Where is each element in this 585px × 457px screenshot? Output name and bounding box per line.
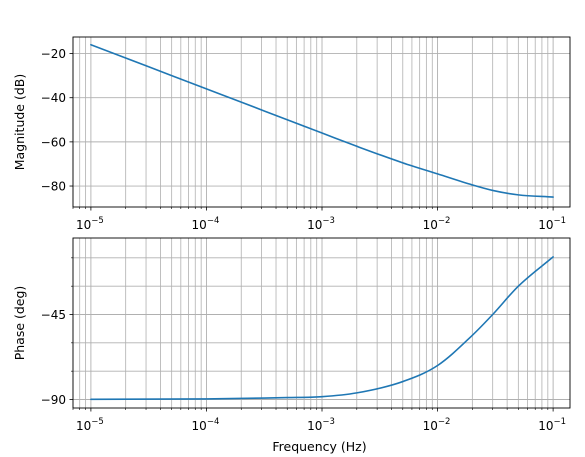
x-tick-label: 10−1 [538,417,566,433]
x-axis-label: Frequency (Hz) [272,439,366,454]
x-tick-exponent: −5 [91,417,104,427]
x-tick-base: 10 [307,218,322,232]
x-tick-base: 10 [538,419,553,433]
x-tick-label: 10−2 [423,216,451,232]
x-tick-base: 10 [192,419,207,433]
x-tick-exponent: −5 [91,216,104,226]
x-tick-base: 10 [76,218,91,232]
x-tick-exponent: −2 [438,216,451,226]
x-tick-label: 10−4 [192,417,220,433]
y-tick-label: −45 [41,308,66,322]
x-tick-exponent: −4 [207,417,220,427]
x-tick-label: 10−2 [423,417,451,433]
x-tick-base: 10 [423,218,438,232]
x-tick-label: 10−4 [192,216,220,232]
x-tick-exponent: −2 [438,417,451,427]
y-tick-label: −20 [41,47,66,61]
axes-frame [72,237,571,409]
x-tick-base: 10 [192,218,207,232]
x-tick-exponent: −1 [553,417,566,427]
y-tick-label: −90 [41,393,66,407]
x-tick-exponent: −3 [322,417,335,427]
x-tick-label: 10−3 [307,417,335,433]
x-tick-exponent: −3 [322,216,335,226]
x-tick-base: 10 [423,419,438,433]
x-tick-base: 10 [538,218,553,232]
y-tick-label: −80 [41,180,66,194]
axes-frame [72,36,571,208]
y-axis-label: Magnitude (dB) [12,74,27,170]
magnitude-series-line [90,43,554,198]
x-tick-exponent: −4 [207,216,220,226]
x-tick-base: 10 [76,419,91,433]
phase-series-line [90,256,554,401]
x-tick-label: 10−5 [76,216,104,232]
x-tick-base: 10 [307,419,322,433]
x-tick-label: 10−1 [538,216,566,232]
y-tick-label: −40 [41,91,66,105]
x-tick-label: 10−3 [307,216,335,232]
y-tick-label: −60 [41,135,66,149]
y-axis-label: Phase (deg) [12,286,27,361]
x-tick-exponent: −1 [553,216,566,226]
x-tick-label: 10−5 [76,417,104,433]
